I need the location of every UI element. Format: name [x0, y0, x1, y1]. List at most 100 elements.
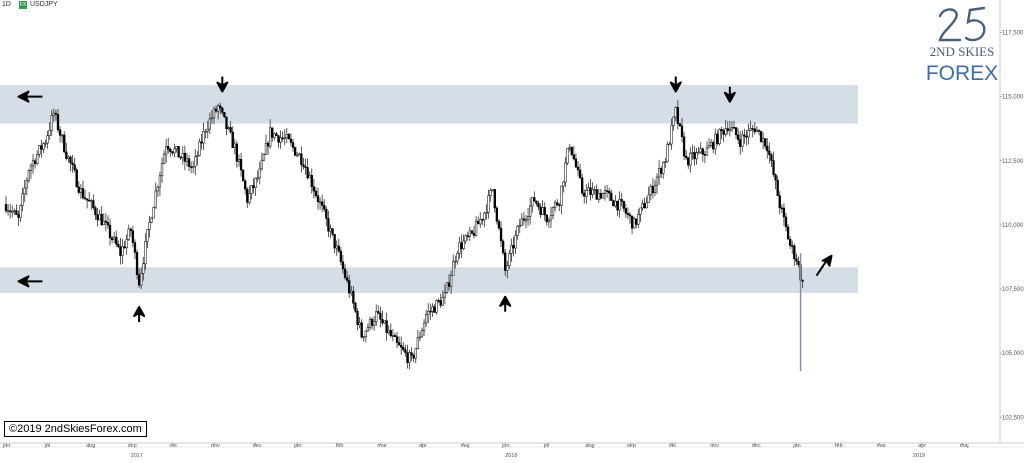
candle-body	[510, 245, 513, 254]
candle-body	[81, 188, 85, 199]
candle-body	[162, 153, 166, 164]
candle-body	[73, 164, 76, 171]
candle-body	[795, 258, 798, 262]
candle-body	[44, 142, 47, 145]
candle-body	[722, 130, 725, 135]
interval-label[interactable]: 1D	[2, 1, 11, 8]
fx-badge: FX	[19, 1, 27, 9]
candle-body	[391, 335, 395, 337]
candle-body	[668, 143, 671, 146]
candle-body	[506, 265, 509, 271]
candle-body	[125, 239, 128, 249]
candle-body	[745, 135, 748, 138]
candle-body	[383, 320, 386, 324]
candle-body	[524, 219, 528, 222]
candle-body	[104, 220, 107, 223]
candle-body	[13, 210, 16, 212]
month-label: sep	[627, 443, 636, 449]
candle-body	[618, 199, 621, 211]
candle-body	[556, 202, 559, 205]
price-tick-label: 107,500	[1002, 287, 1024, 293]
candle-body	[761, 138, 765, 142]
candle-body	[747, 130, 750, 138]
candle-body	[599, 193, 603, 199]
candle-body	[616, 200, 619, 211]
candle-body	[791, 245, 794, 247]
candle-body	[578, 169, 582, 179]
candle-body	[69, 156, 72, 164]
candle-body	[214, 108, 218, 112]
symbol-label[interactable]: USDJPY	[30, 1, 58, 8]
candle-body	[764, 138, 767, 147]
candle-body	[766, 145, 769, 152]
candle-body	[6, 210, 10, 212]
candle-body	[258, 168, 261, 179]
candle-body	[177, 146, 180, 158]
candle-body	[776, 179, 779, 196]
candle-body	[54, 112, 58, 115]
candle-body	[508, 253, 511, 266]
candle-body	[48, 129, 51, 136]
candle-body	[277, 135, 280, 143]
month-label: maj	[461, 443, 470, 449]
candle-body	[628, 214, 632, 217]
candle-body	[716, 133, 719, 144]
candle-body	[113, 236, 116, 240]
candle-body	[674, 107, 677, 118]
candle-body	[535, 200, 538, 204]
candle-body	[707, 145, 711, 149]
arrow-up-right-icon	[815, 254, 833, 277]
candle-body	[181, 152, 184, 159]
candle-body	[504, 252, 507, 271]
candle-body	[593, 189, 596, 191]
candle-body	[553, 202, 557, 208]
candle-body	[187, 158, 191, 167]
candle-body	[90, 200, 93, 202]
candle-body	[108, 224, 112, 239]
price-tick-label: 115,000	[1002, 95, 1024, 101]
candle-body	[404, 349, 407, 353]
candle-body	[493, 189, 496, 209]
month-label: aug	[585, 443, 594, 449]
candle-body	[36, 154, 39, 164]
candle-body	[137, 274, 141, 286]
candle-body	[329, 228, 332, 232]
candle-body	[377, 311, 380, 314]
candle-body	[250, 185, 253, 194]
candle-body	[608, 190, 611, 194]
candle-body	[533, 197, 536, 202]
candle-body	[148, 222, 151, 230]
candle-body	[645, 202, 648, 209]
month-label: apr	[419, 443, 427, 449]
candle-body	[123, 246, 126, 249]
candle-body	[462, 240, 465, 250]
candle-body	[574, 158, 578, 168]
price-tick-label: 117,500	[1002, 31, 1024, 37]
candle-body	[58, 129, 62, 136]
candle-body	[581, 177, 584, 194]
candle-body	[782, 207, 786, 218]
candle-body	[169, 149, 172, 152]
candle-body	[730, 127, 734, 130]
candle-body	[678, 123, 682, 127]
candle-body	[314, 190, 318, 196]
candle-body	[789, 238, 792, 246]
candle-body	[687, 157, 690, 166]
candle-body	[734, 127, 738, 136]
candle-body	[483, 212, 486, 220]
candle-body	[447, 282, 451, 287]
candle-body	[597, 193, 600, 200]
arrow-up-icon	[499, 295, 512, 312]
arrow-left-icon	[17, 90, 43, 103]
annotations	[17, 76, 833, 323]
candle-body	[98, 213, 101, 221]
candle-body	[564, 162, 567, 183]
candle-body	[227, 127, 230, 130]
candle-body	[296, 154, 299, 157]
candle-body	[605, 190, 609, 192]
candle-body	[15, 210, 18, 215]
candle-body	[412, 355, 415, 359]
candle-body	[562, 181, 565, 187]
month-label: jan	[293, 443, 301, 449]
